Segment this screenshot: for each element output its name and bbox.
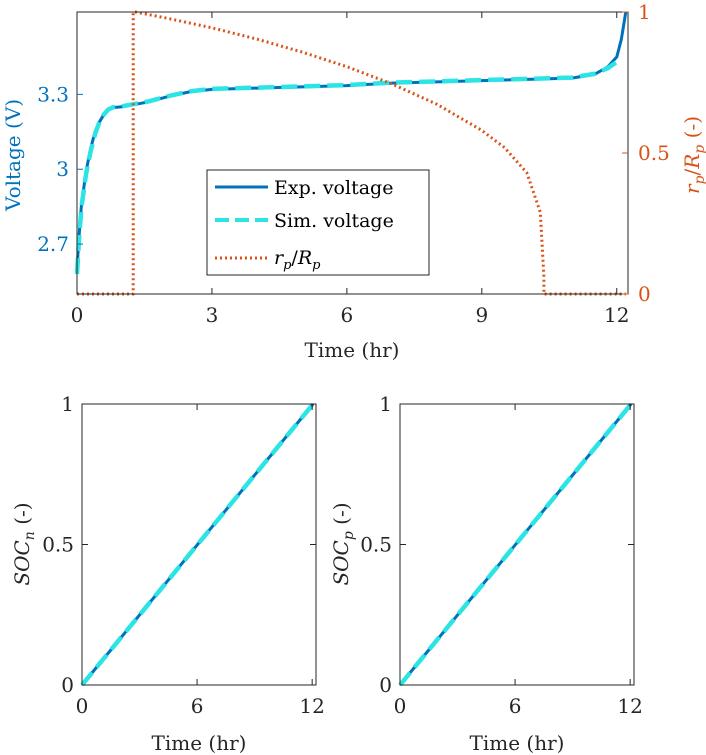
rp-R: R (680, 154, 704, 170)
voltage-x-tick-label: 12 (604, 303, 629, 327)
voltage-y-axis-label-left: Voltage (V) (1, 99, 25, 212)
voltage-y-tick-label: 3.3 (37, 82, 69, 106)
socp-label-sub: p (341, 531, 357, 540)
legend-label-rp: rp/Rp (274, 247, 321, 273)
legend-rp-R-sub: p (312, 258, 321, 273)
voltage-x-tick-label: 3 (206, 303, 219, 327)
socp-y-tick-label: 1 (379, 392, 392, 416)
voltage-y-right-tick-label: 0 (638, 282, 651, 306)
socn-label-sub: n (22, 531, 38, 540)
socp-series-dashed-line (398, 402, 633, 687)
socp-x-tick-label: 0 (394, 694, 407, 718)
rp-r-sub: p (692, 175, 706, 184)
voltage-y-right-tick-label: 1 (638, 0, 651, 24)
legend-rp-slash: / (291, 247, 298, 269)
socp-x-ticks: 0 6 12 (394, 404, 643, 718)
voltage-y-ticks-left: 3.3 3 2.7 (37, 82, 83, 256)
socn-y-tick-label: 1 (61, 392, 74, 416)
socn-label-base: SOC (10, 540, 34, 585)
rp-r: r (680, 183, 704, 194)
socp-y-axis-label: SOCp (-) (329, 502, 357, 585)
voltage-series-solid-line (75, 11, 628, 270)
socp-series-group (398, 402, 633, 687)
socp-y-tick-label: 0 (379, 673, 392, 697)
socn-y-ticks: 10.50 (42, 392, 316, 697)
socn-y-tick-label: 0 (61, 673, 74, 697)
socn-series-dashed-line (80, 402, 315, 687)
socp-label-base: SOC (329, 540, 353, 585)
voltage-x-ticks: 0 3 6 9 12 (71, 12, 629, 327)
voltage-x-tick-label: 9 (475, 303, 488, 327)
socn-x-axis-label: Time (hr) (152, 731, 247, 755)
voltage-y-tick-label: 3 (56, 157, 69, 181)
voltage-legend: Exp. voltage Sim. voltage rp/Rp (206, 169, 430, 276)
socp-y-ticks: 10.50 (360, 392, 634, 697)
voltage-chart: 0 3 6 9 12 3.332.7 10.50 Time (hr) Voltage (… (1, 0, 706, 362)
voltage-series-dashed-line (74, 57, 621, 275)
rp-unit: (-) (680, 116, 704, 145)
legend-rp-r-sub: p (283, 258, 292, 273)
socn-x-tick-label: 0 (76, 694, 89, 718)
socn-y-tick-label: 0.5 (42, 533, 74, 557)
socn-y-axis-label: SOCn (-) (10, 502, 38, 585)
socn-label-unit: (-) (10, 502, 34, 531)
socn-series-group (80, 402, 315, 687)
socp-label-unit: (-) (329, 502, 353, 531)
socp-x-tick-label: 12 (617, 694, 642, 718)
rp-slash: / (680, 168, 704, 175)
socp-chart: 0 6 12 10.50 Time (hr) SOCp (-) (329, 392, 643, 755)
voltage-x-tick-label: 0 (71, 303, 84, 327)
socn-x-tick-label: 6 (191, 694, 204, 718)
voltage-x-axis-label: Time (hr) (305, 338, 400, 362)
legend-rp-r: r (274, 247, 285, 269)
rp-R-sub: p (692, 145, 706, 154)
legend-label-exp: Exp. voltage (274, 177, 393, 199)
voltage-y-right-tick-label: 0.5 (638, 141, 670, 165)
legend-rp-R: R (297, 247, 312, 269)
socn-x-tick-label: 12 (299, 694, 324, 718)
socp-x-axis-label: Time (hr) (470, 731, 565, 755)
socn-chart: 0 6 12 10.50 Time (hr) SOCn (-) (10, 392, 325, 755)
voltage-y-axis-label-right: rp/Rp (-) (680, 116, 706, 194)
socp-y-tick-label: 0.5 (360, 533, 392, 557)
voltage-y-tick-label: 2.7 (37, 232, 69, 256)
voltage-x-tick-label: 6 (341, 303, 354, 327)
socp-x-tick-label: 6 (509, 694, 522, 718)
legend-label-sim: Sim. voltage (274, 210, 394, 232)
voltage-y-ticks-right: 10.50 (622, 0, 670, 306)
socn-x-ticks: 0 6 12 (76, 404, 325, 718)
